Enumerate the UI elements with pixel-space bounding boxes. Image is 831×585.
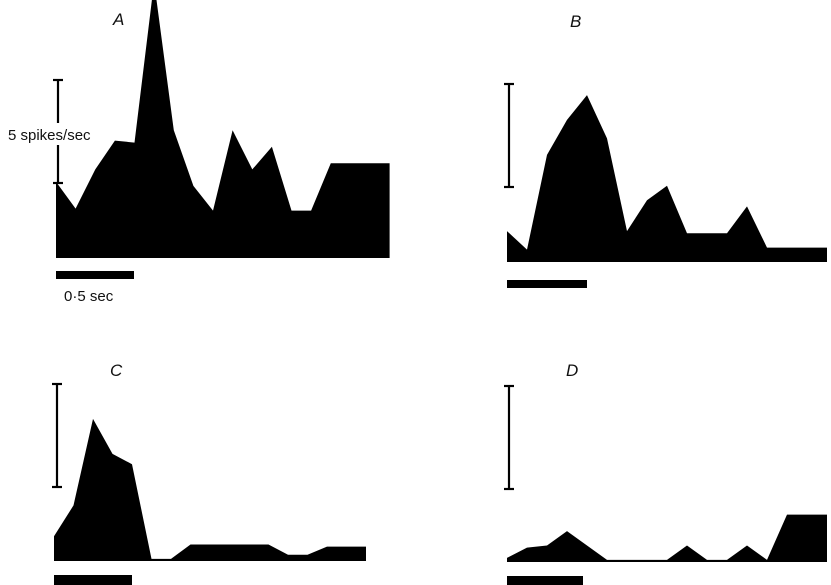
panel-c: C <box>52 361 366 585</box>
stimulus-bar-d <box>507 576 583 585</box>
panel-label-d: D <box>566 361 578 380</box>
panel-b: B <box>504 12 827 288</box>
panel-label-a: A <box>112 10 124 29</box>
histogram-area-b <box>507 95 827 262</box>
stimulus-bar-c <box>54 575 132 585</box>
histogram-area-a <box>56 0 390 258</box>
stimulus-bar-a <box>56 271 134 279</box>
scale-label-backdrop <box>4 123 116 145</box>
time-label: 0·5 sec <box>64 288 114 305</box>
scale-label: 5 spikes/sec <box>8 127 91 144</box>
panel-a: A 5 spikes/sec 0·5 sec <box>4 0 390 305</box>
panel-label-c: C <box>110 361 123 380</box>
panel-d: D <box>504 361 827 585</box>
panel-label-b: B <box>570 12 581 31</box>
histogram-area-c <box>54 418 366 561</box>
stimulus-bar-b <box>507 280 587 288</box>
histogram-area-d <box>507 514 827 562</box>
